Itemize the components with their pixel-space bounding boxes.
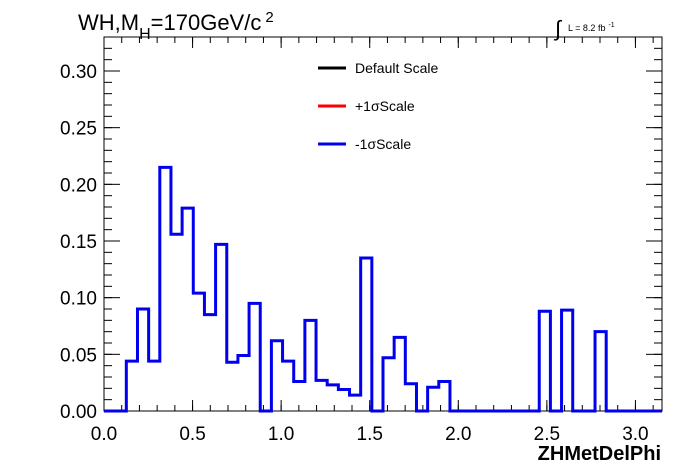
luminosity-superscript: -1: [608, 22, 614, 29]
y-tick-label: 0.10: [60, 289, 97, 310]
histogram-series-line: [104, 165, 662, 413]
x-tick-label: 2.5: [534, 424, 560, 445]
x-tick-label: 0.0: [91, 424, 117, 445]
x-tick-label: 1.5: [357, 424, 383, 445]
legend-label: +1σScale: [355, 98, 415, 114]
x-tick-label: 3.0: [622, 424, 648, 445]
luminosity-label: ∫ L = 8.2 fb -1: [553, 16, 615, 41]
title-rest: =170GeV/c: [151, 10, 262, 35]
luminosity-text: L = 8.2 fb: [568, 23, 605, 33]
y-axis: 0.00 0.05 0.10 0.15 0.20 0.25 0.30: [60, 36, 662, 423]
x-tick-label: 0.5: [179, 424, 205, 445]
title-subscript: H: [139, 26, 151, 43]
y-tick-label: 0.30: [60, 62, 97, 83]
y-tick-label: 0.05: [60, 345, 97, 366]
title-main: WH,M: [78, 10, 139, 35]
legend: Default Scale +1σScale -1σScale: [318, 60, 438, 152]
legend-label: -1σScale: [355, 136, 411, 152]
y-tick-label: 0.25: [60, 119, 97, 140]
y-tick-label: 0.00: [60, 402, 97, 423]
svg-text:WH,MH=170GeV/c2: WH,MH=170GeV/c 2: [78, 9, 274, 43]
x-axis-label: ZHMetDelPhi: [538, 443, 661, 465]
svg-text:L = 8.2 fb-1: L = 8.2 fb -1: [568, 22, 615, 33]
chart-title: WH,MH=170GeV/c 2: [78, 9, 274, 43]
y-tick-label: 0.15: [60, 232, 97, 253]
x-tick-label: 1.0: [268, 424, 294, 445]
integral-symbol: ∫: [553, 16, 563, 41]
y-tick-label: 0.20: [60, 175, 97, 196]
legend-label: Default Scale: [355, 60, 438, 76]
plot-frame: [103, 36, 663, 412]
x-axis: 0.0 0.5 1.0 1.5 2.0 2.5 3.0: [91, 37, 654, 445]
title-superscript: 2: [265, 9, 273, 26]
x-tick-label: 2.0: [445, 424, 471, 445]
